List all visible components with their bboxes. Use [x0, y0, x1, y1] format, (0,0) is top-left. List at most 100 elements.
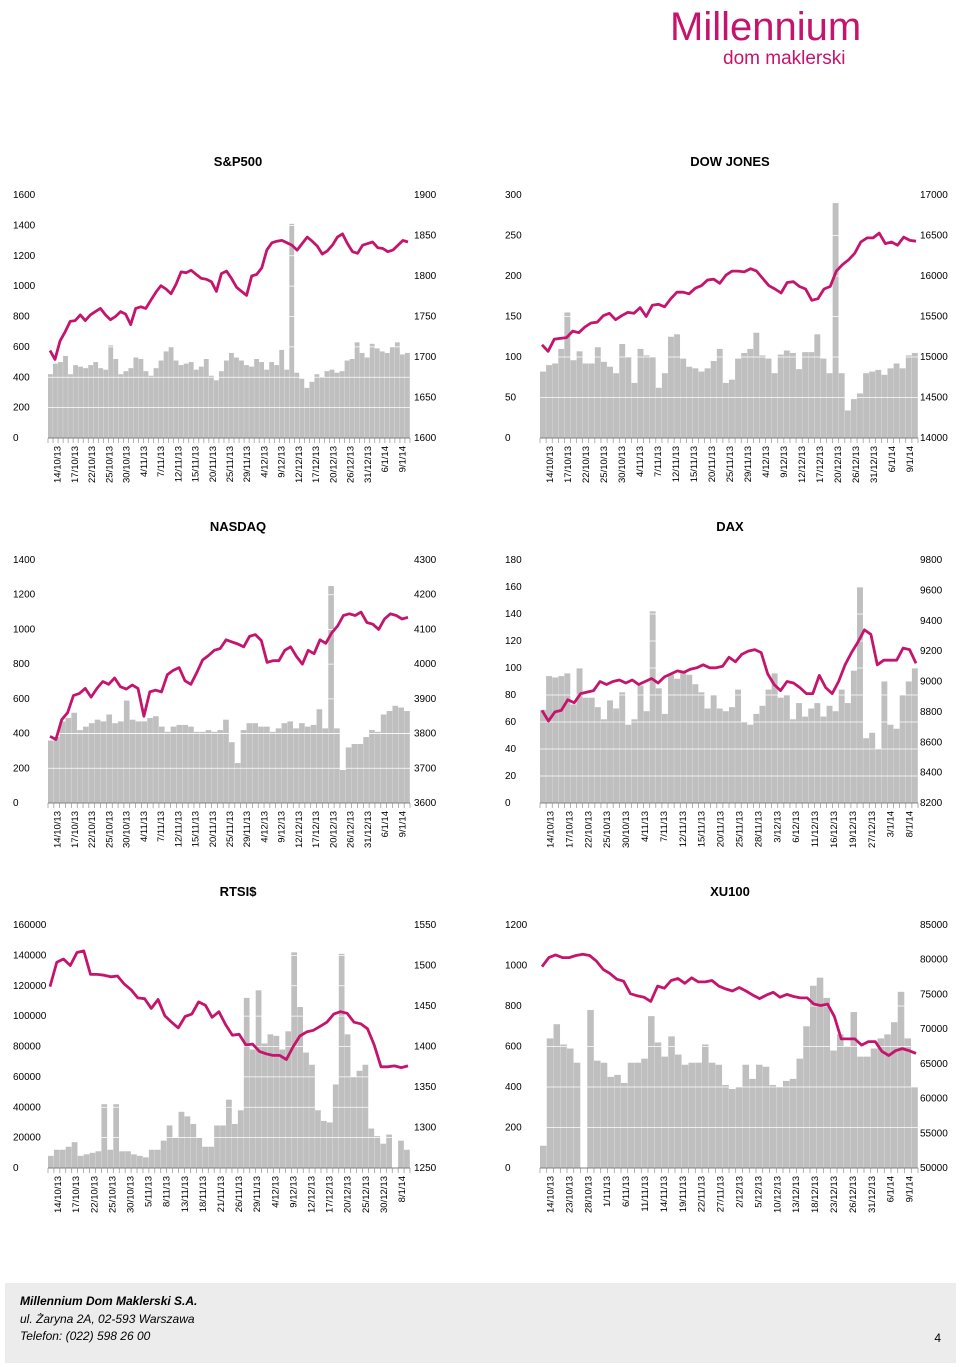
right-axis-tick-label: 1400: [414, 1042, 437, 1053]
volume-bar: [891, 1022, 898, 1168]
x-tick-label: 25/11/13: [725, 446, 736, 482]
volume-bar: [344, 1034, 351, 1168]
volume-bar: [269, 362, 275, 438]
volume-bar: [759, 355, 766, 438]
volume-bar: [48, 374, 53, 438]
volume-bar: [404, 1149, 410, 1168]
volume-bar: [83, 368, 89, 438]
volume-bar: [170, 726, 177, 803]
x-tick-label: 9/1/14: [397, 811, 408, 837]
volume-bar: [704, 708, 711, 803]
volume-bar: [680, 358, 687, 438]
volume-bar: [229, 352, 234, 438]
footer-company: Millennium Dom Maklerski S.A.: [20, 1294, 198, 1308]
left-axis-tick-label: 60: [505, 717, 517, 728]
volume-bar: [158, 726, 165, 803]
right-axis-tick-label: 9600: [920, 585, 943, 596]
x-tick-label: 26/12/13: [851, 446, 862, 483]
x-tick-label: 17/12/13: [815, 446, 826, 483]
volume-bar: [674, 678, 681, 803]
volume-bar: [137, 1155, 143, 1168]
volume-bar: [88, 723, 95, 803]
x-tick-label: 9/12/13: [277, 811, 288, 843]
left-axis-tick-label: 600: [13, 342, 30, 353]
volume-bar: [314, 374, 320, 438]
volume-bar: [887, 368, 894, 438]
x-tick-label: 28/11/13: [753, 811, 764, 847]
volume-bar: [675, 1054, 682, 1168]
x-tick-label: 20/12/13: [328, 811, 339, 848]
x-tick-label: 31/12/13: [363, 811, 374, 848]
volume-bar: [309, 1064, 315, 1168]
footer-address: ul. Żaryna 2A, 02-593 Warszawa: [20, 1312, 195, 1326]
volume-bar: [857, 393, 863, 438]
left-axis-tick-label: 200: [505, 271, 522, 282]
volume-bar: [113, 359, 119, 438]
left-axis-tick-label: 100: [505, 352, 522, 363]
volume-bar: [344, 360, 350, 438]
x-tick-label: 26/12/13: [346, 811, 357, 848]
volume-bar: [716, 348, 723, 438]
left-axis-tick-label: 200: [13, 763, 30, 774]
volume-bar: [796, 369, 802, 438]
right-axis-tick-label: 4300: [414, 555, 437, 566]
x-tick-label: 17/10/13: [71, 1176, 82, 1213]
volume-bar: [692, 368, 699, 438]
x-tick-label: 27/11/13: [716, 1176, 727, 1212]
volume-bar: [178, 1111, 185, 1168]
volume-bar: [374, 731, 381, 803]
volume-bar: [119, 1151, 125, 1168]
volume-bar: [205, 730, 212, 803]
volume-bar: [281, 723, 288, 803]
volume-bar: [211, 731, 218, 803]
volume-bar: [356, 1070, 363, 1168]
volume-bar: [643, 711, 650, 803]
left-axis-tick-label: 100000: [13, 1011, 47, 1022]
right-axis-tick-label: 70000: [920, 1024, 948, 1035]
volume-bar: [223, 360, 229, 438]
volume-bar: [607, 366, 613, 438]
volume-bar: [118, 374, 124, 438]
x-tick-label: 17/10/13: [564, 811, 575, 848]
footer: Millennium Dom Maklerski S.A. ul. Żaryna…: [5, 1283, 956, 1363]
chart-title: XU100: [710, 884, 750, 899]
volume-bar: [576, 668, 583, 803]
volume-bar: [138, 359, 144, 438]
volume-bar: [113, 1104, 120, 1168]
volume-bar: [843, 1046, 851, 1168]
right-axis-tick-label: 9800: [920, 555, 943, 566]
volume-bar: [249, 366, 254, 438]
volume-bar: [558, 676, 565, 803]
volume-bar: [329, 369, 335, 438]
x-tick-label: 12/12/13: [797, 446, 808, 483]
x-tick-label: 14/10/13: [53, 1176, 64, 1213]
volume-bar: [107, 1149, 114, 1168]
volume-bar: [546, 1038, 554, 1168]
left-axis-tick-label: 20000: [13, 1133, 41, 1144]
left-axis-tick-label: 1200: [13, 590, 36, 601]
volume-bar: [83, 726, 89, 803]
volume-bar: [334, 728, 340, 803]
volume-bar: [154, 1149, 161, 1168]
volume-bar: [264, 726, 270, 803]
volume-bar: [560, 1044, 567, 1168]
x-tick-label: 4/12/13: [761, 446, 772, 478]
x-tick-label: 11/12/13: [810, 811, 821, 847]
x-tick-label: 6/1/14: [886, 1176, 897, 1202]
volume-bar: [364, 357, 370, 438]
chart-svg: S&P500 0 200 400 600 800 1000 1200 1400 1600 1600 1…: [13, 154, 437, 483]
chart-dow-jones: DOW JONES 0 50 100 150 200 250 300 14000 14500 150…: [500, 150, 960, 500]
volume-bar: [240, 730, 247, 803]
right-axis-tick-label: 8800: [920, 707, 943, 718]
volume-bar: [148, 1149, 155, 1168]
volume-bar: [540, 1145, 547, 1168]
volume-bar: [729, 1089, 736, 1168]
volume-bar: [816, 977, 824, 1168]
volume-bar: [214, 1125, 220, 1168]
left-axis-tick-label: 0: [13, 433, 19, 444]
volume-bar: [258, 726, 264, 803]
volume-bar: [641, 1058, 648, 1168]
x-tick-label: 3/1/14: [886, 811, 897, 837]
volume-bar: [881, 681, 888, 803]
volume-bar: [94, 719, 101, 803]
